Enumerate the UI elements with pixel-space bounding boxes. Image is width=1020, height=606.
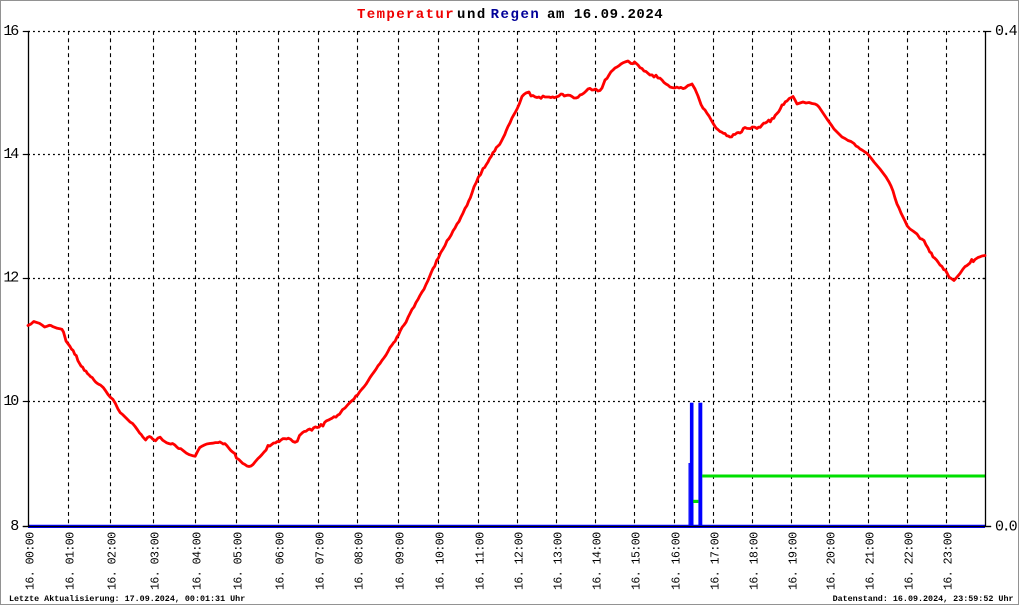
- svg-text:16. 19:00: 16. 19:00: [787, 532, 800, 590]
- svg-text:16. 18:00: 16. 18:00: [748, 532, 761, 590]
- svg-text:16. 12:00: 16. 12:00: [513, 532, 526, 590]
- svg-text:16. 01:00: 16. 01:00: [64, 532, 77, 590]
- svg-text:10: 10: [3, 393, 19, 410]
- svg-text:Regen: Regen: [491, 7, 541, 23]
- svg-text:16. 06:00: 16. 06:00: [274, 532, 287, 590]
- svg-text:am 16.09.2024: am 16.09.2024: [547, 7, 663, 23]
- svg-text:16. 21:00: 16. 21:00: [864, 532, 877, 590]
- svg-text:Temperatur: Temperatur: [357, 7, 455, 23]
- svg-text:Datenstand: 16.09.2024, 23:59:: Datenstand: 16.09.2024, 23:59:52 Uhr: [833, 594, 1014, 604]
- svg-text:16. 04:00: 16. 04:00: [191, 532, 204, 590]
- svg-text:16. 08:00: 16. 08:00: [353, 532, 366, 590]
- svg-text:16. 05:00: 16. 05:00: [232, 532, 245, 590]
- svg-text:16. 10:00: 16. 10:00: [434, 532, 447, 590]
- svg-text:16. 09:00: 16. 09:00: [394, 532, 407, 590]
- svg-text:16. 03:00: 16. 03:00: [149, 532, 162, 590]
- svg-text:14: 14: [3, 146, 19, 163]
- svg-text:0.4: 0.4: [995, 23, 1018, 40]
- svg-text:16. 23:00: 16. 23:00: [942, 532, 955, 590]
- svg-text:und: und: [457, 7, 487, 23]
- svg-text:16. 14:00: 16. 14:00: [591, 532, 604, 590]
- svg-text:16. 02:00: 16. 02:00: [106, 532, 119, 590]
- svg-text:16. 07:00: 16. 07:00: [314, 532, 327, 590]
- svg-text:16. 13:00: 16. 13:00: [552, 532, 565, 590]
- svg-text:0.0: 0.0: [995, 519, 1018, 536]
- svg-text:16. 00:00: 16. 00:00: [24, 532, 37, 590]
- svg-text:16. 15:00: 16. 15:00: [630, 532, 643, 590]
- svg-text:8: 8: [10, 518, 19, 535]
- svg-text:16. 11:00: 16. 11:00: [474, 532, 487, 590]
- svg-text:16. 16:00: 16. 16:00: [670, 532, 683, 590]
- svg-text:16. 22:00: 16. 22:00: [903, 532, 916, 590]
- svg-text:12: 12: [3, 270, 18, 287]
- svg-text:16. 20:00: 16. 20:00: [825, 532, 838, 590]
- svg-text:16: 16: [3, 23, 19, 40]
- svg-text:16. 17:00: 16. 17:00: [709, 532, 722, 590]
- svg-text:Letzte Aktualisierung: 17.09.2: Letzte Aktualisierung: 17.09.2024, 00:01…: [9, 594, 245, 604]
